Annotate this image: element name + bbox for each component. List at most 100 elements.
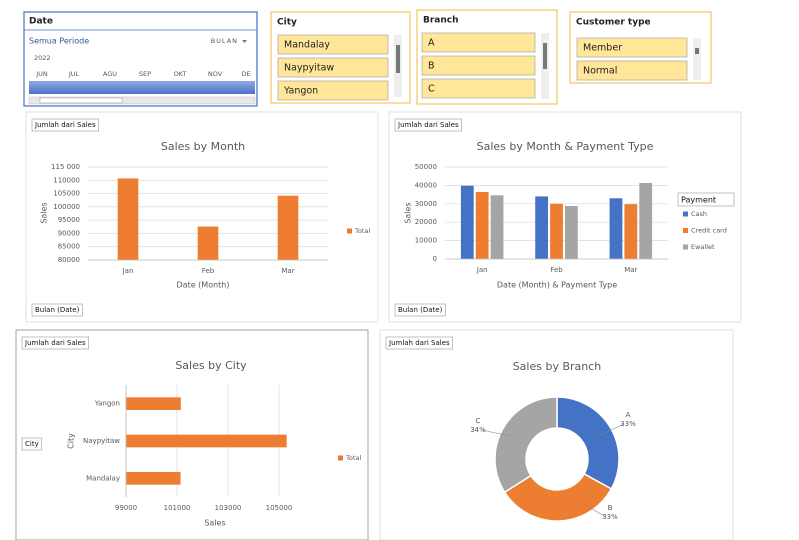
- y-tick-label: 90000: [58, 229, 80, 237]
- timeline-scroll[interactable]: [28, 96, 256, 105]
- x-tick-label: 99000: [115, 504, 137, 512]
- field-button[interactable]: [385, 336, 453, 350]
- bar: [624, 204, 638, 259]
- slicer-item[interactable]: [277, 34, 389, 55]
- slicer-item[interactable]: [421, 78, 536, 99]
- y-tick-label: 10000: [415, 237, 437, 245]
- pie-slice: [503, 472, 613, 522]
- slicer-item-label[interactable]: B: [428, 61, 435, 72]
- month-label: JUL: [68, 70, 80, 78]
- y-tick-label: 110000: [53, 176, 80, 184]
- x-tick-label: Feb: [550, 266, 563, 274]
- field-button-label[interactable]: Jumlah dari Sales: [397, 121, 459, 129]
- bar: [117, 178, 139, 260]
- pie-category-label: A: [626, 411, 631, 419]
- slicer-item-label[interactable]: Member: [583, 43, 622, 54]
- bar: [535, 196, 549, 259]
- legend-label: Cash: [691, 210, 707, 218]
- legend-swatch: [683, 228, 688, 233]
- field-button[interactable]: [31, 118, 99, 132]
- bar: [197, 226, 219, 260]
- legend-label: Total: [354, 227, 370, 235]
- slicer-scroll-thumb[interactable]: [695, 48, 699, 54]
- month-label: JUN: [35, 70, 48, 78]
- field-button[interactable]: [394, 303, 446, 317]
- pie-value-label: 33%: [620, 420, 636, 428]
- pie-slice: [556, 396, 620, 490]
- bar: [564, 206, 578, 259]
- field-button-label[interactable]: Jumlah dari Sales: [34, 121, 96, 129]
- bar: [550, 203, 563, 259]
- slicer-item[interactable]: [576, 37, 688, 58]
- field-button[interactable]: [394, 118, 462, 132]
- legend-title: Payment: [681, 196, 716, 205]
- field-button-label[interactable]: Bulan (Date): [35, 306, 80, 314]
- slicer-item[interactable]: [421, 32, 536, 53]
- y-tick-label: 40000: [415, 181, 437, 189]
- bar: [475, 192, 489, 259]
- y-axis-label: Sales: [404, 202, 413, 223]
- slicer-scroll-thumb[interactable]: [543, 43, 547, 69]
- legend-label: Total: [345, 454, 361, 462]
- bar: [639, 183, 653, 259]
- field-button-label[interactable]: Jumlah dari Sales: [388, 339, 450, 347]
- legend-swatch: [683, 211, 688, 217]
- slicer-item-label[interactable]: Normal: [583, 66, 617, 77]
- year-label: 2022: [34, 54, 51, 62]
- x-tick-label: Jan: [122, 267, 134, 275]
- slicer-scrollbar[interactable]: [693, 38, 701, 80]
- field-button-label[interactable]: City: [25, 440, 39, 448]
- slicer-title: Customer type: [576, 18, 651, 28]
- y-tick-label: 100000: [53, 203, 80, 211]
- slicer-item[interactable]: [277, 57, 389, 78]
- period-label[interactable]: Semua Periode: [29, 37, 89, 46]
- month-label: SEP: [139, 70, 151, 78]
- slicer-item-label[interactable]: Mandalay: [284, 40, 330, 51]
- slicer-item-label[interactable]: Naypyitaw: [284, 63, 334, 74]
- month-label: NOV: [208, 70, 223, 78]
- x-tick-label: 101000: [164, 504, 191, 512]
- bar: [126, 471, 181, 485]
- level-label[interactable]: BULAN: [211, 37, 238, 45]
- x-axis-label: Date (Month) & Payment Type: [497, 281, 617, 290]
- slicer-item[interactable]: [421, 55, 536, 76]
- slicer-title: Date: [29, 17, 53, 27]
- dropdown-arrow: [242, 40, 247, 43]
- field-button-label[interactable]: Bulan (Date): [398, 306, 443, 314]
- leader-line: [481, 429, 511, 437]
- bar: [490, 195, 504, 259]
- y-tick-label: Naypyitaw: [83, 437, 120, 445]
- month-label: AGU: [103, 70, 117, 78]
- slicer-item[interactable]: [277, 80, 389, 101]
- x-tick-label: Mar: [624, 266, 637, 274]
- slicer-scroll-thumb[interactable]: [396, 45, 400, 73]
- legend-label: Ewallet: [691, 243, 715, 251]
- x-axis-label: Sales: [204, 519, 225, 528]
- y-tick-label: 50000: [415, 163, 437, 171]
- timeline-band[interactable]: [29, 81, 255, 94]
- y-tick-label: 20000: [415, 218, 437, 226]
- x-tick-label: Mar: [281, 267, 294, 275]
- month-label: OKT: [174, 70, 187, 78]
- y-tick-label: Yangon: [94, 400, 120, 408]
- y-tick-label: 105000: [53, 190, 80, 198]
- chart-title: Sales by Branch: [513, 360, 602, 373]
- slicer-title: Branch: [423, 16, 459, 26]
- scroll-thumb[interactable]: [39, 97, 123, 104]
- x-axis-label: Date (Month): [177, 281, 230, 290]
- y-tick-label: 0: [433, 255, 437, 263]
- field-button[interactable]: [21, 336, 89, 350]
- slicer-item-label[interactable]: Yangon: [283, 86, 318, 97]
- bar: [126, 397, 181, 411]
- slicer-item[interactable]: [576, 60, 688, 81]
- field-button[interactable]: [31, 303, 83, 317]
- slicer-item-label[interactable]: C: [428, 84, 435, 95]
- slicer-item-label[interactable]: A: [428, 38, 435, 49]
- field-button[interactable]: [21, 437, 43, 451]
- field-button-label[interactable]: Jumlah dari Sales: [24, 339, 86, 347]
- bar: [126, 434, 287, 448]
- x-tick-label: 105000: [266, 504, 293, 512]
- leader-line: [597, 423, 625, 437]
- pie-value-label: 33%: [602, 513, 618, 521]
